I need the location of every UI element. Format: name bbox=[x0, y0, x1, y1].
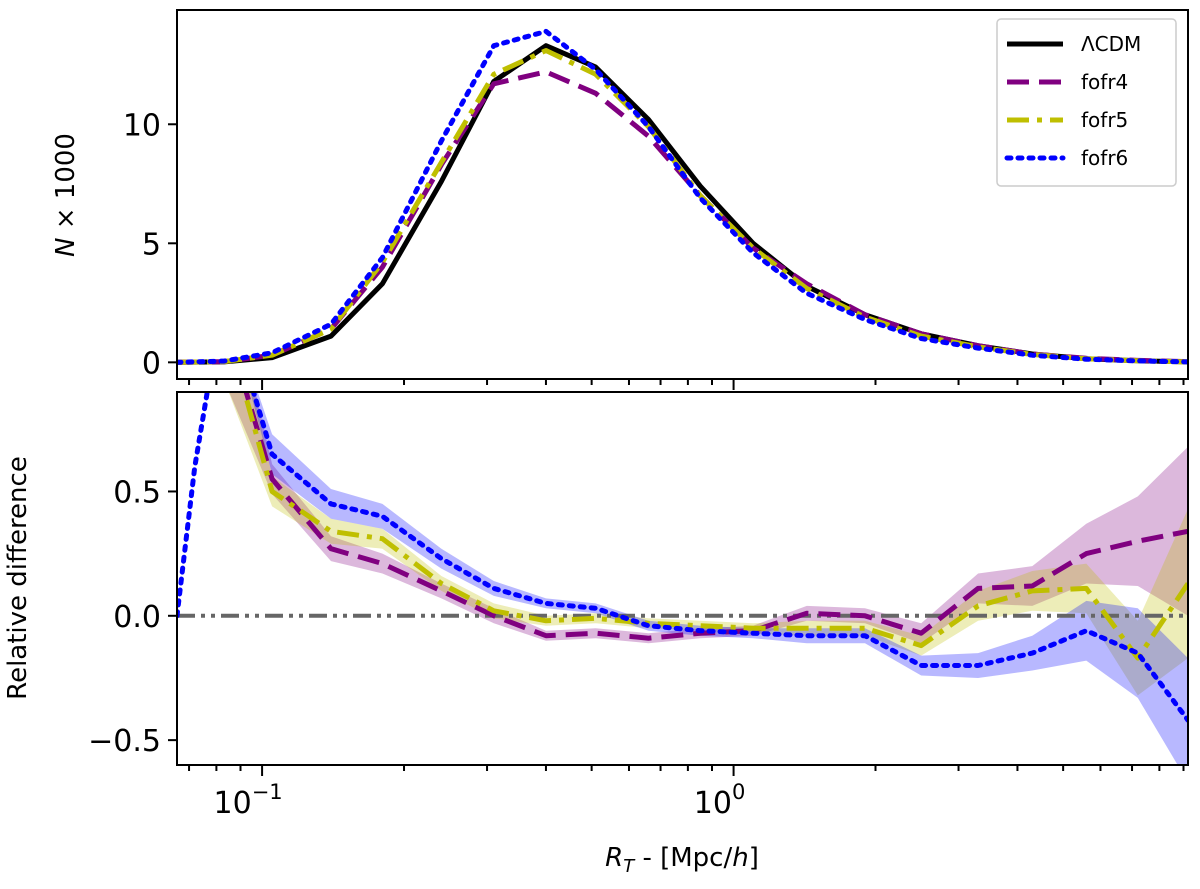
bottom-xtick-label: 10−1 bbox=[214, 780, 283, 821]
legend-frame bbox=[996, 18, 1177, 187]
top-ytick-label: 5 bbox=[142, 227, 161, 262]
top-ytick-label: 10 bbox=[123, 108, 161, 143]
bottom-axes-frame bbox=[176, 391, 1189, 766]
bottom-ytick-label: 0.5 bbox=[113, 475, 161, 510]
band-fofr6 bbox=[177, 392, 1188, 765]
bottom-panel: −0.5 0.0 0.5 10−1 100 Relative difference R… bbox=[3, 391, 1189, 877]
top-panel: 0 5 10 N × 1000 ΛCDM fofr4 fofr5 fofr6 bbox=[51, 9, 1189, 390]
bottom-ytick-label: 0.0 bbox=[113, 600, 161, 635]
legend-label: fofr4 bbox=[1081, 70, 1128, 94]
bottom-y-axis-title: Relative difference bbox=[3, 456, 33, 700]
band-fofr5 bbox=[228, 392, 1188, 696]
legend-label: fofr5 bbox=[1081, 108, 1128, 132]
bottom-xtick-label: 100 bbox=[694, 780, 746, 821]
top-axes-frame bbox=[176, 9, 1189, 380]
legend: ΛCDM fofr4 fofr5 fofr6 bbox=[996, 18, 1177, 187]
bottom-ytick-label: −0.5 bbox=[88, 724, 161, 759]
top-ytick-label: 0 bbox=[142, 346, 161, 381]
x-axis-title: RT - [Mpc/h] bbox=[605, 843, 759, 877]
bottom-series-fofr5 bbox=[241, 392, 1188, 661]
top-series-fofr6 bbox=[177, 28, 1188, 365]
legend-label: fofr6 bbox=[1081, 146, 1128, 170]
top-y-axis-title: N × 1000 bbox=[51, 133, 81, 257]
bottom-series-fofr6 bbox=[177, 392, 1188, 723]
legend-label: ΛCDM bbox=[1081, 32, 1141, 56]
